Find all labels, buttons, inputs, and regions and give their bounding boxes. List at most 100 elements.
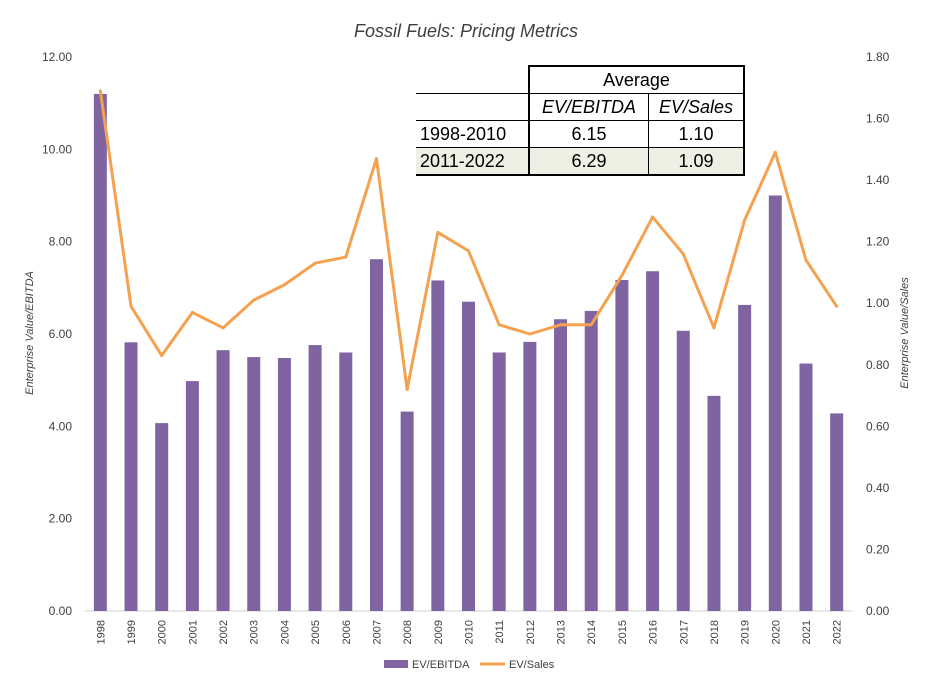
left-tick-label: 10.00 — [42, 142, 72, 156]
right-tick-label: 1.00 — [866, 296, 890, 310]
ev-sales-point — [190, 310, 194, 314]
ebitda-bar — [339, 352, 353, 611]
ev-sales-point — [497, 323, 501, 327]
x-tick-label: 2022 — [832, 620, 844, 644]
ebitda-bar — [277, 358, 291, 611]
chart-title: Fossil Fuels: Pricing Metrics — [354, 21, 578, 41]
ev-sales-point — [559, 323, 563, 327]
x-tick-label: 2008 — [402, 620, 414, 644]
ebitda-bar — [155, 423, 169, 611]
ebitda-bar — [492, 352, 506, 611]
averages-table: Average EV/EBITDA EV/Sales 1998-2010 6.1… — [416, 65, 745, 176]
x-tick-label: 2010 — [464, 620, 476, 644]
ebitda-bar — [830, 413, 844, 611]
ev-sales-points — [98, 89, 839, 391]
right-tick-label: 0.60 — [866, 419, 890, 433]
right-axis-label: Enterprise Value/Sales — [899, 277, 911, 389]
table-header-average: Average — [528, 65, 745, 94]
ev-sales-point — [589, 323, 593, 327]
ev-sales-point — [835, 304, 839, 308]
right-tick-label: 0.00 — [866, 604, 890, 618]
ebitda-bar — [216, 350, 230, 611]
right-tick-label: 1.80 — [866, 50, 890, 64]
ebitda-bar — [93, 93, 107, 611]
right-tick-label: 0.40 — [866, 481, 890, 495]
ev-sales-point — [221, 326, 225, 330]
x-tick-label: 2007 — [371, 620, 383, 644]
ebitda-bar — [738, 304, 752, 611]
x-tick-label: 2011 — [494, 620, 506, 644]
ebitda-bar — [768, 195, 782, 611]
legend-swatch-ebitda — [384, 660, 408, 668]
left-tick-label: 4.00 — [49, 419, 73, 433]
x-tick-label: 2001 — [187, 620, 199, 644]
right-axis-ticks: 0.00 0.20 0.40 0.60 0.80 1.00 1.20 1.40 1.60 1.80 — [866, 50, 890, 618]
table-cell-sales: 1.10 — [648, 120, 745, 148]
ebitda-bar — [615, 279, 629, 611]
right-tick-label: 0.20 — [866, 542, 890, 556]
x-tick-label: 2013 — [556, 620, 568, 644]
legend-label-sales: EV/Sales — [509, 659, 555, 671]
ev-sales-point — [651, 215, 655, 219]
ebitda-bar — [247, 357, 261, 611]
table-header-row: Average — [416, 65, 745, 94]
x-tick-label: 1999 — [126, 620, 138, 644]
table-cell-ebitda: 6.15 — [528, 120, 649, 148]
ev-sales-point — [252, 298, 256, 302]
left-tick-label: 0.00 — [49, 604, 73, 618]
right-tick-label: 0.80 — [866, 358, 890, 372]
ebitda-bar — [584, 310, 598, 611]
ev-sales-point — [98, 89, 102, 93]
ev-sales-point — [681, 252, 685, 256]
ev-sales-point — [620, 274, 624, 278]
ebitda-bar — [369, 259, 383, 611]
x-tick-label: 2006 — [341, 620, 353, 644]
table-col-ev-sales: EV/Sales — [648, 93, 745, 121]
x-tick-label: 2017 — [678, 620, 690, 644]
x-axis-ticks: 1998 1999 2000 2001 2002 2003 2004 2005 2006 2007… — [95, 620, 843, 644]
x-tick-label: 2014 — [586, 620, 598, 644]
ev-sales-point — [436, 230, 440, 234]
x-tick-label: 2012 — [525, 620, 537, 644]
right-tick-label: 1.60 — [866, 112, 890, 126]
ev-sales-point — [712, 326, 716, 330]
x-tick-label: 1998 — [95, 620, 107, 644]
table-cell-sales: 1.09 — [648, 147, 745, 176]
x-tick-label: 2018 — [709, 620, 721, 644]
right-tick-label: 1.20 — [866, 235, 890, 249]
x-tick-label: 2009 — [433, 620, 445, 644]
ebitda-bar — [646, 271, 660, 611]
ebitda-bar — [523, 341, 537, 611]
ev-sales-point — [528, 332, 532, 336]
ebitda-bar — [185, 381, 199, 611]
ev-sales-point — [160, 354, 164, 358]
table-row-period: 2011-2022 — [416, 147, 529, 176]
left-axis-ticks: 0.00 2.00 4.00 6.00 8.00 10.00 12.00 — [42, 50, 72, 618]
ebitda-bar — [707, 395, 721, 611]
left-tick-label: 2.00 — [49, 512, 73, 526]
ev-sales-point — [313, 261, 317, 265]
ev-sales-point — [374, 157, 378, 161]
x-tick-label: 2005 — [310, 620, 322, 644]
x-tick-label: 2020 — [770, 620, 782, 644]
table-col-ev-ebitda: EV/EBITDA — [528, 93, 649, 121]
legend: EV/EBITDA EV/Sales — [384, 659, 555, 671]
ebitda-bars — [93, 93, 844, 611]
x-tick-label: 2015 — [617, 620, 629, 644]
left-axis-label: Enterprise Value/EBITDA — [24, 271, 36, 395]
table-row-period: 1998-2010 — [416, 120, 529, 148]
ev-sales-point — [282, 283, 286, 287]
x-tick-label: 2021 — [801, 620, 813, 644]
x-tick-label: 2004 — [279, 620, 291, 644]
ev-sales-point — [405, 387, 409, 391]
table-row: 2011-2022 6.29 1.09 — [416, 147, 745, 176]
ebitda-bar — [676, 330, 690, 611]
ev-sales-point — [467, 249, 470, 253]
legend-label-ebitda: EV/EBITDA — [412, 659, 470, 671]
x-tick-label: 2019 — [740, 620, 752, 644]
right-tick-label: 1.40 — [866, 173, 890, 187]
ebitda-bar — [462, 301, 475, 611]
x-tick-label: 2016 — [648, 620, 660, 644]
left-tick-label: 8.00 — [49, 235, 73, 249]
ebitda-bar — [431, 280, 445, 611]
